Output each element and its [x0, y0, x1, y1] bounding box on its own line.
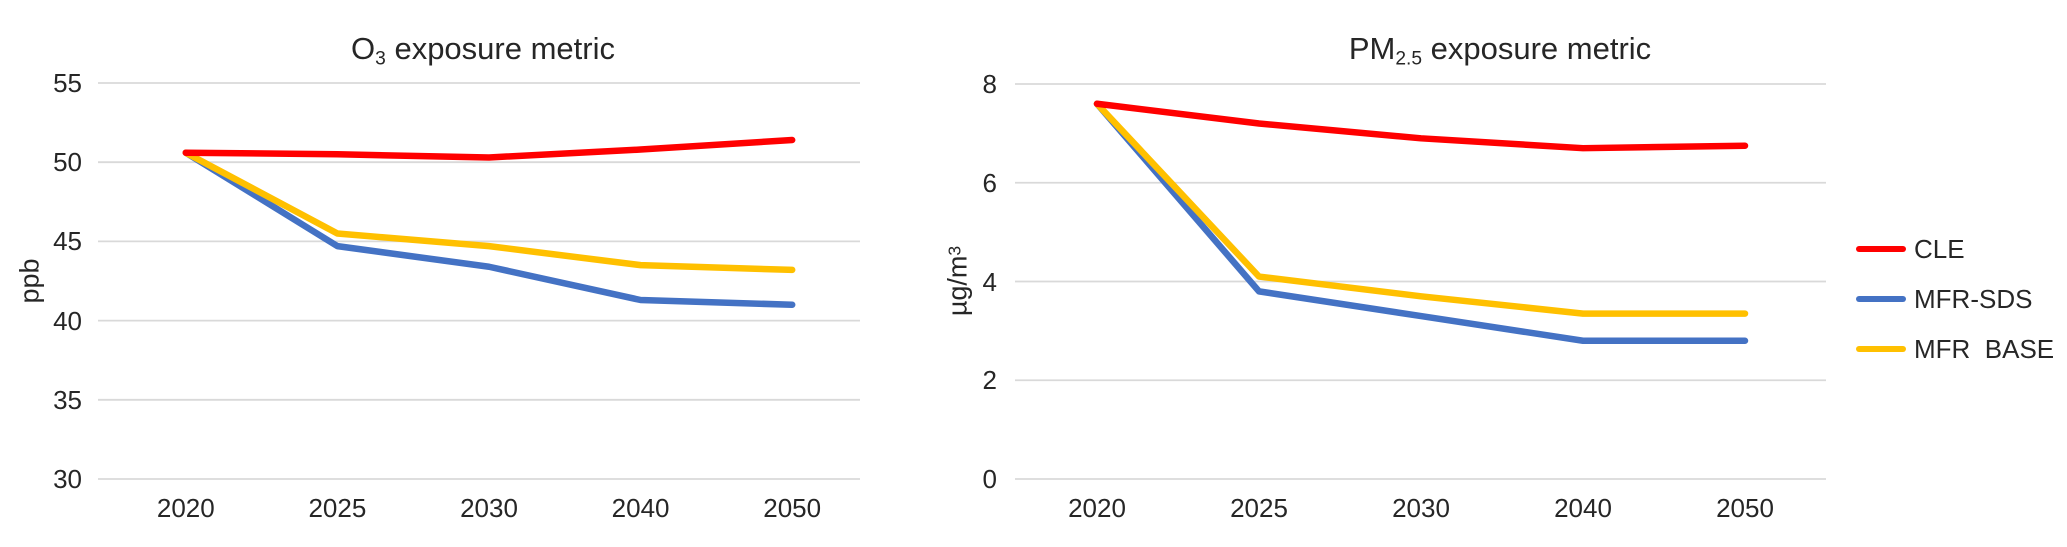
o3-y-axis-title: ppb	[15, 258, 46, 303]
y-tick-label: 50	[53, 147, 82, 178]
y-tick-label: 45	[53, 226, 82, 257]
y-tick-label: 2	[982, 365, 997, 396]
y-tick-label: 0	[982, 464, 997, 494]
pm25-y-axis-title-sup: 3	[944, 245, 965, 256]
series-line-mfr-sds	[182, 149, 796, 309]
y-tick-label: 40	[53, 305, 82, 336]
legend-line-swatch	[1856, 296, 1906, 302]
pm25-title-rest: exposure metric	[1422, 30, 1652, 66]
series-line-mfr-base	[1093, 100, 1749, 317]
x-tick-label: 2040	[611, 493, 670, 523]
x-tick-label: 2030	[460, 493, 518, 523]
x-tick-label: 2020	[156, 493, 215, 523]
pm25-chart-title: PM2.5 exposure metric	[1349, 30, 1651, 70]
x-tick-label: 2050	[763, 493, 822, 523]
y-tick-label: 55	[53, 68, 82, 98]
pm25-title-base: PM	[1348, 30, 1396, 66]
o3-title-base: O	[351, 30, 376, 66]
series-line-cle	[1093, 100, 1749, 152]
x-tick-label: 2040	[1554, 493, 1612, 523]
series-line-mfr-base	[182, 149, 796, 274]
legend-item: MFR BASE	[1856, 332, 2054, 366]
legend-label: MFR-SDS	[1914, 283, 2033, 314]
legend-line-swatch	[1856, 346, 1906, 352]
y-tick-label: 4	[982, 266, 997, 297]
legend-label: MFR BASE	[1914, 333, 2055, 364]
x-tick-label: 2050	[1716, 493, 1774, 523]
series-line-cle	[182, 136, 796, 161]
legend-label: CLE	[1914, 233, 1965, 264]
o3-chart-title: O3 exposure metric	[351, 30, 615, 70]
legend-line-swatch	[1856, 246, 1906, 252]
y-tick-label: 35	[53, 384, 82, 415]
x-tick-label: 2025	[308, 493, 367, 523]
o3-y-axis-title-text: ppb	[14, 258, 45, 304]
y-tick-label: 30	[53, 464, 82, 494]
x-tick-label: 2025	[1230, 493, 1288, 523]
y-tick-label: 8	[982, 69, 997, 99]
o3-title-subscript: 3	[375, 48, 386, 70]
o3-title-rest: exposure metric	[385, 30, 615, 66]
legend-item: MFR-SDS	[1856, 282, 2054, 316]
x-tick-label: 2030	[1392, 493, 1450, 523]
pm25-title-subscript: 2.5	[1395, 48, 1423, 70]
legend-item: CLE	[1856, 232, 2054, 266]
series-line-mfr-sds	[1093, 100, 1749, 344]
y-tick-label: 6	[982, 167, 997, 198]
legend: CLE MFR-SDS MFR BASE	[1856, 232, 2054, 382]
x-tick-label: 2020	[1068, 493, 1126, 523]
